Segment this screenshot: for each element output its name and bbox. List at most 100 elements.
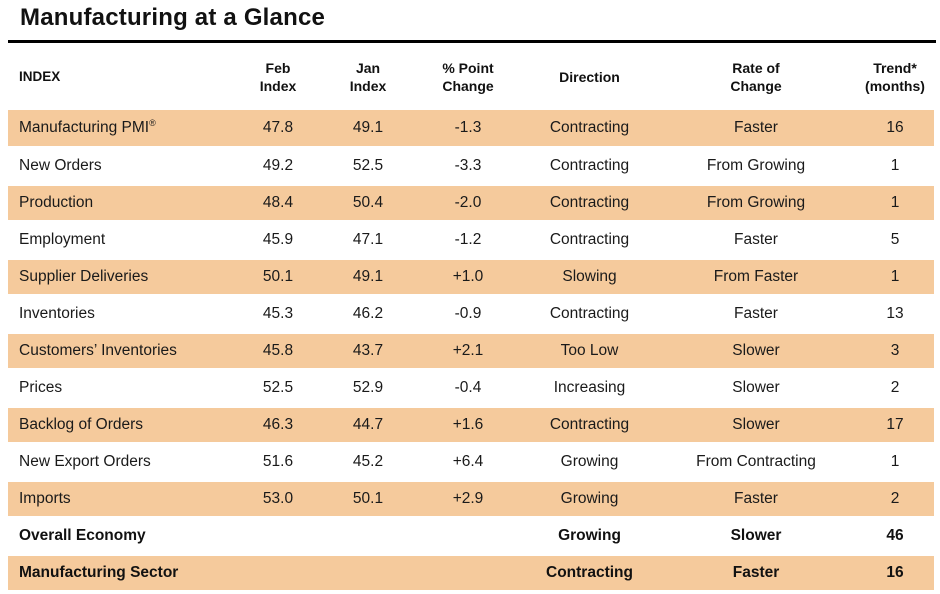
feb-index-cell: 50.1: [233, 258, 323, 297]
trend-months-cell: 1: [856, 258, 934, 297]
feb-index-cell: 48.4: [233, 184, 323, 223]
point-change-cell: +2.9: [413, 480, 523, 519]
index-name-label: Production: [19, 193, 94, 211]
index-name-cell: Production: [8, 184, 233, 223]
trend-months-cell: 16: [856, 110, 934, 149]
direction-cell: Slowing: [523, 258, 656, 297]
table-row: Manufacturing PMI® 47.8 49.1 -1.3 Contractin…: [8, 110, 934, 149]
rate-of-change-cell: From Faster: [656, 258, 856, 297]
trend-months-cell: 2: [856, 369, 934, 408]
table-row: Supplier Deliveries 50.1 49.1 +1.0 Slowing Fr…: [8, 258, 934, 297]
feb-index-cell: 45.9: [233, 221, 323, 260]
rate-of-change-cell: From Contracting: [656, 443, 856, 482]
trend-months-cell: 1: [856, 147, 934, 186]
feb-index-cell: 52.5: [233, 369, 323, 408]
feb-index-cell: 45.3: [233, 295, 323, 334]
feb-index-cell: 47.8: [233, 110, 323, 149]
direction-cell: Growing: [523, 443, 656, 482]
col-header-index: INDEX: [19, 69, 61, 85]
rate-of-change-cell: Faster: [656, 480, 856, 519]
jan-index-cell: 45.2: [323, 443, 413, 482]
rate-of-change-cell: Faster: [656, 295, 856, 334]
direction-cell: Contracting: [523, 406, 656, 445]
jan-index-cell: 52.5: [323, 147, 413, 186]
feb-index-cell: 51.6: [233, 443, 323, 482]
jan-index-cell: 49.1: [323, 110, 413, 149]
index-name-cell: Inventories: [8, 295, 233, 334]
table-row: Employment 45.9 47.1 -1.2 Contracting Faster 5: [8, 221, 934, 260]
manufacturing-table: INDEX Feb Index Jan Index % Point Change…: [8, 44, 934, 593]
direction-cell: Growing: [523, 517, 656, 556]
point-change-cell: -0.9: [413, 295, 523, 334]
direction-cell: Increasing: [523, 369, 656, 408]
jan-index-cell: 47.1: [323, 221, 413, 260]
index-name-label: Manufacturing Sector: [19, 563, 179, 581]
col-header-trend-months: Trend* (months): [865, 59, 925, 94]
index-name-cell: Prices: [8, 369, 233, 408]
point-change-cell: +6.4: [413, 443, 523, 482]
index-name-label: New Export Orders: [19, 452, 151, 470]
trend-months-cell: 1: [856, 443, 934, 482]
col-header-point-change: % Point Change: [442, 59, 494, 94]
jan-index-cell: [323, 517, 413, 556]
index-name-label: Employment: [19, 230, 106, 248]
direction-cell: Contracting: [523, 110, 656, 149]
feb-index-cell: 46.3: [233, 406, 323, 445]
point-change-cell: [413, 517, 523, 556]
index-name-cell: Supplier Deliveries: [8, 258, 233, 297]
index-name-cell: Employment: [8, 221, 233, 260]
table-row: New Export Orders 51.6 45.2 +6.4 Growing From…: [8, 443, 934, 482]
rate-of-change-cell: Faster: [656, 221, 856, 260]
index-name-cell: Overall Economy: [8, 517, 233, 556]
title-divider: [8, 40, 936, 43]
header-row: INDEX Feb Index Jan Index % Point Change…: [8, 44, 934, 110]
index-name-label: Prices: [19, 378, 63, 396]
direction-cell: Too Low: [523, 332, 656, 371]
index-name-label: Customers’ Inventories: [19, 341, 177, 359]
table-row: Prices 52.5 52.9 -0.4 Increasing Slower 2: [8, 369, 934, 408]
trend-months-cell: 17: [856, 406, 934, 445]
table-row: Imports 53.0 50.1 +2.9 Growing Faster 2: [8, 480, 934, 519]
index-name-cell: New Orders: [8, 147, 233, 186]
table-row: Production 48.4 50.4 -2.0 Contracting From Gr…: [8, 184, 934, 223]
point-change-cell: -1.3: [413, 110, 523, 149]
trend-months-cell: 3: [856, 332, 934, 371]
rate-of-change-cell: Faster: [656, 110, 856, 149]
table-body: Manufacturing PMI® 47.8 49.1 -1.3 Contractin…: [8, 110, 934, 593]
direction-cell: Growing: [523, 480, 656, 519]
index-name-cell: Manufacturing PMI®: [8, 110, 233, 149]
table-header: INDEX Feb Index Jan Index % Point Change…: [8, 44, 934, 110]
index-name-label: Overall Economy: [19, 526, 146, 544]
rate-of-change-cell: Faster: [656, 554, 856, 593]
point-change-cell: +1.6: [413, 406, 523, 445]
index-name-label: Backlog of Orders: [19, 415, 144, 433]
index-name-label: Inventories: [19, 304, 95, 322]
direction-cell: Contracting: [523, 295, 656, 334]
trend-months-cell: 5: [856, 221, 934, 260]
trend-months-cell: 1: [856, 184, 934, 223]
rate-of-change-cell: From Growing: [656, 147, 856, 186]
feb-index-cell: [233, 554, 323, 593]
col-header-rate-of-change: Rate of Change: [730, 59, 782, 94]
rate-of-change-cell: From Growing: [656, 184, 856, 223]
point-change-cell: -2.0: [413, 184, 523, 223]
table-row: Backlog of Orders 46.3 44.7 +1.6 Contracting…: [8, 406, 934, 445]
index-name-label: Manufacturing PMI: [19, 118, 150, 136]
rate-of-change-cell: Slower: [656, 406, 856, 445]
trend-months-cell: 46: [856, 517, 934, 556]
index-name-cell: Backlog of Orders: [8, 406, 233, 445]
registered-trademark-symbol: ®: [149, 117, 156, 128]
direction-cell: Contracting: [523, 221, 656, 260]
direction-cell: Contracting: [523, 147, 656, 186]
feb-index-cell: 45.8: [233, 332, 323, 371]
page-title: Manufacturing at a Glance: [20, 4, 326, 31]
trend-months-cell: 16: [856, 554, 934, 593]
index-name-label: New Orders: [19, 156, 102, 174]
table-row: New Orders 49.2 52.5 -3.3 Contracting From Gr…: [8, 147, 934, 186]
table-row: Manufacturing Sector Contracting Faster 16: [8, 554, 934, 593]
jan-index-cell: [323, 554, 413, 593]
point-change-cell: +1.0: [413, 258, 523, 297]
index-name-label: Supplier Deliveries: [19, 267, 149, 285]
jan-index-cell: 50.4: [323, 184, 413, 223]
rate-of-change-cell: Slower: [656, 369, 856, 408]
